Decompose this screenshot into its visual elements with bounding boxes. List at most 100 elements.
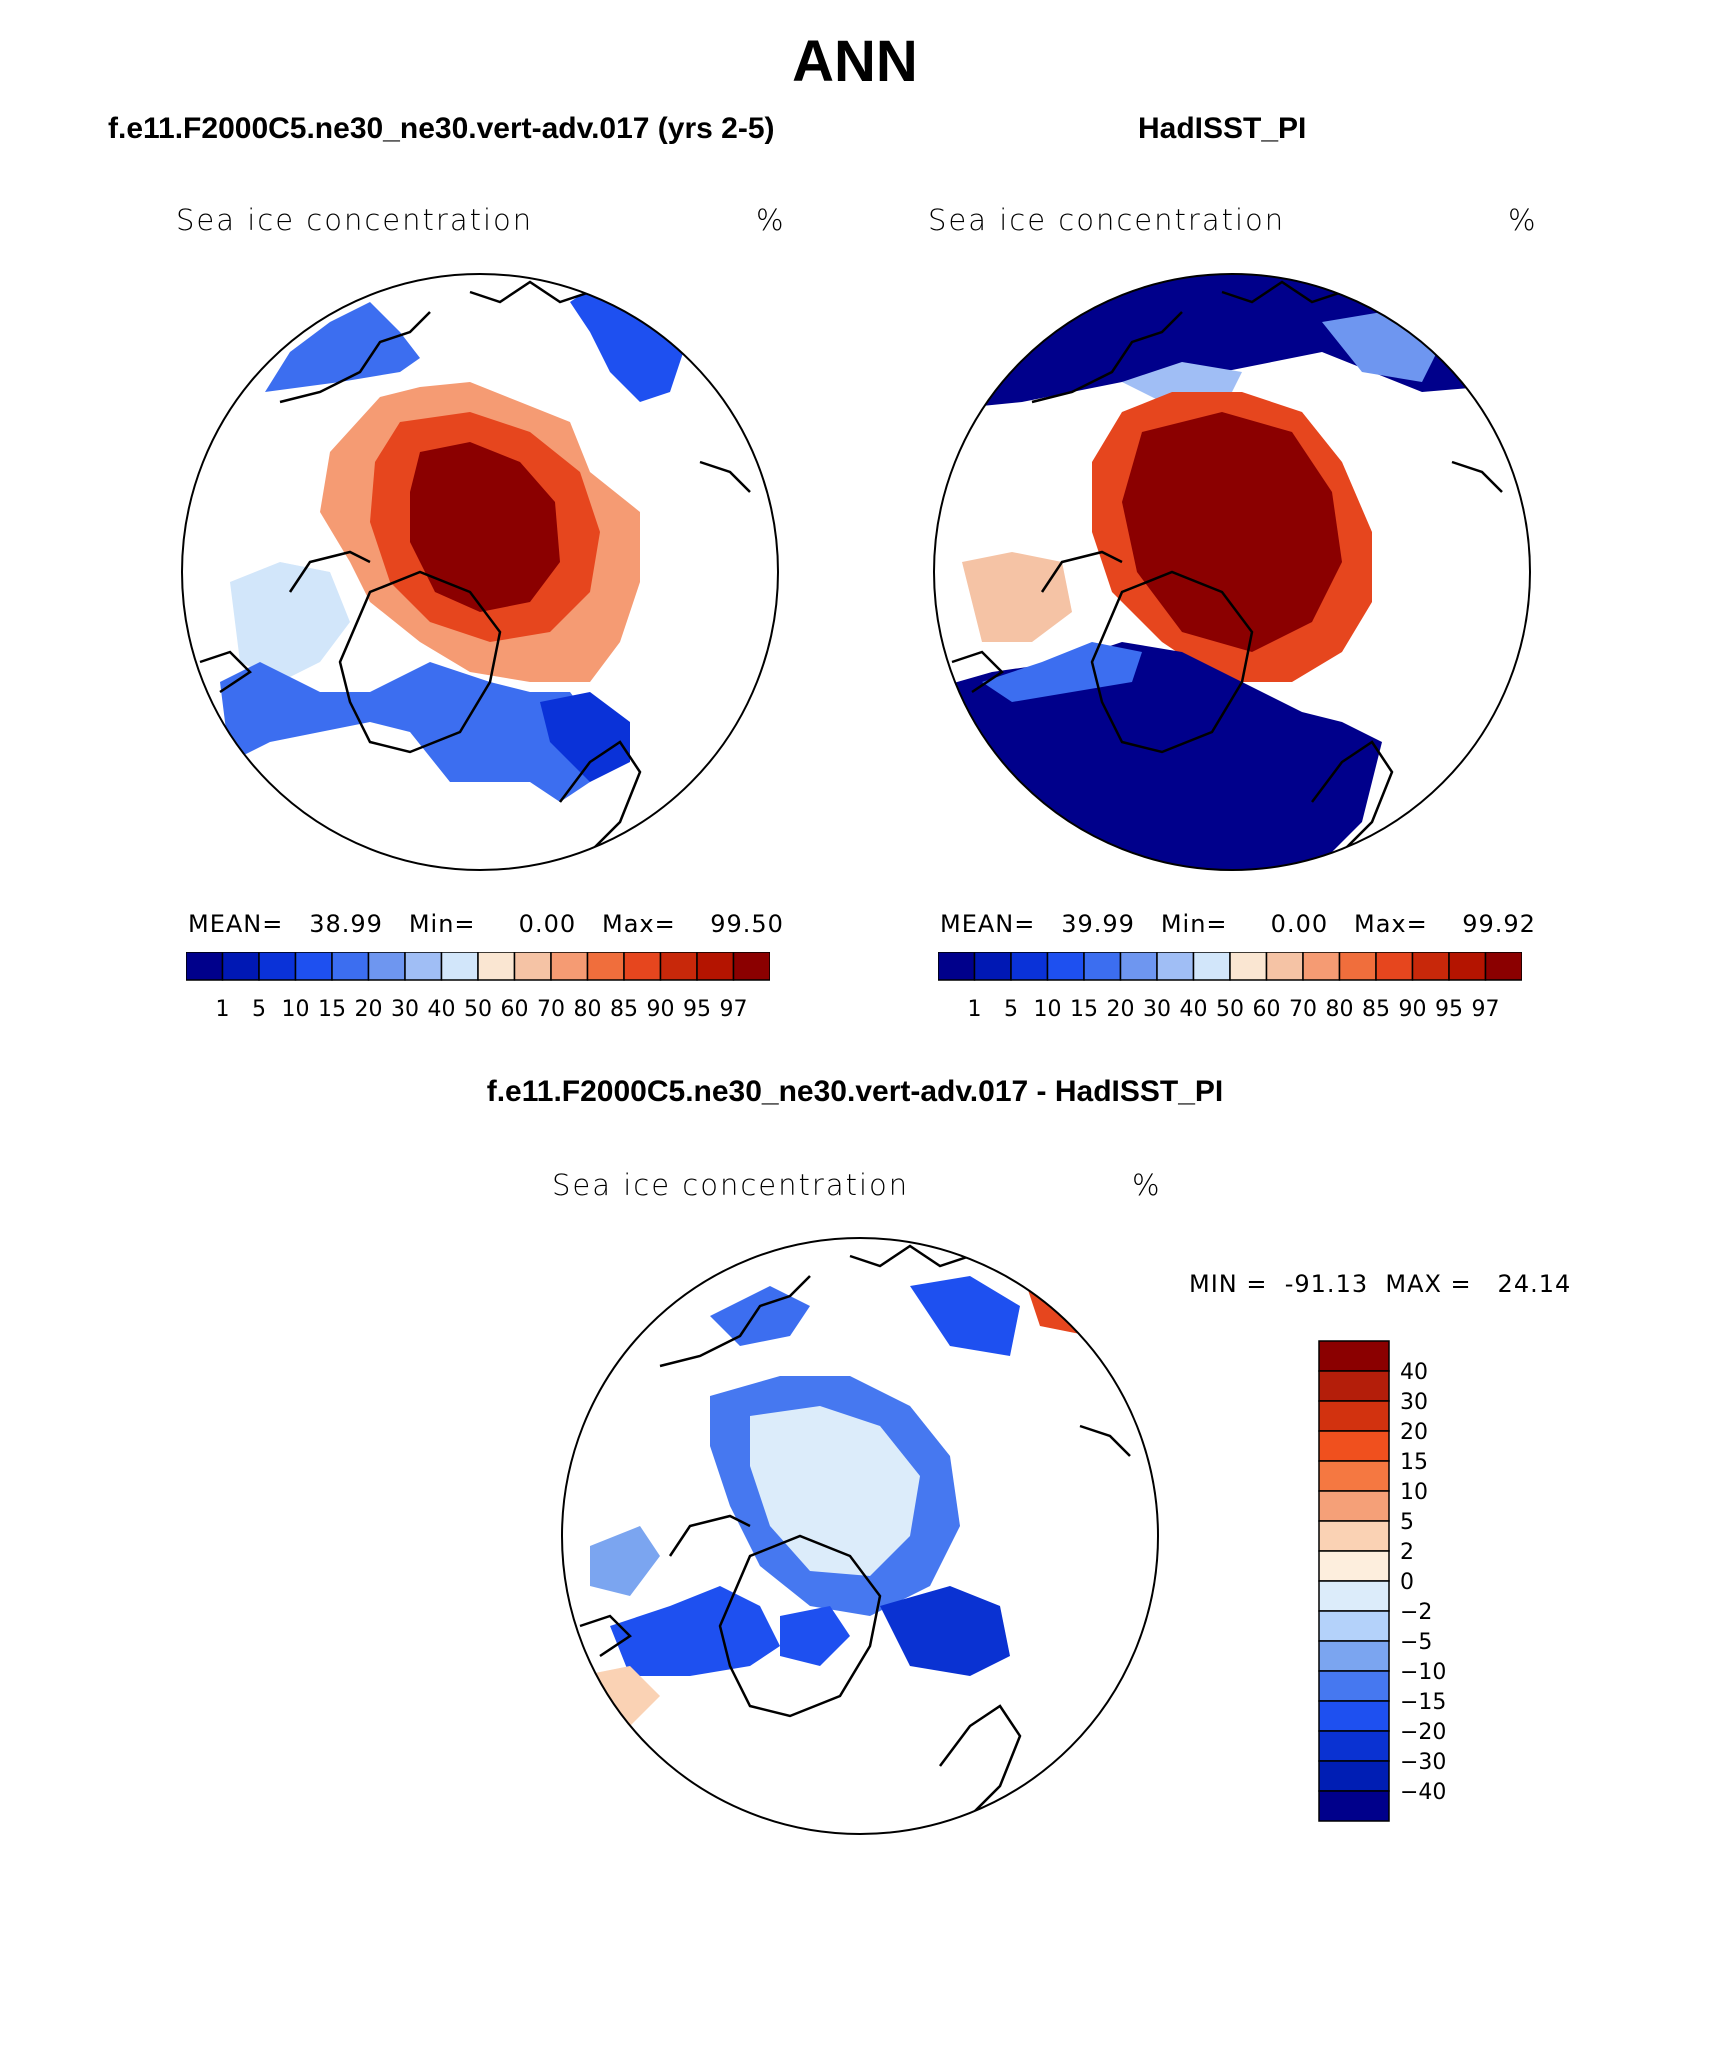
diff-colorbar-tick-label: 0	[1400, 1570, 1414, 1595]
panel2-colorbar-swatch	[1375, 952, 1414, 981]
diff-colorbar-tick-label: −30	[1400, 1750, 1446, 1775]
panel2-sea-ice-field	[934, 274, 1530, 870]
panel1-colorbar-swatch	[732, 952, 770, 981]
panel1-colorbar-swatch	[331, 952, 370, 981]
panel1-colorbar-tick-label: 15	[318, 997, 346, 1022]
panel2-colorbar-swatch	[1119, 952, 1158, 981]
panel1-colorbar-tick-label: 97	[720, 997, 748, 1022]
panel1-colorbar-swatch	[513, 952, 552, 981]
panel2-colorbar-swatch	[1046, 952, 1085, 981]
diff-colorbar-tick-label: −15	[1400, 1690, 1446, 1715]
diff-colorbar-swatch	[1318, 1550, 1390, 1582]
diff-colorbar-tick-label: −20	[1400, 1720, 1446, 1745]
panel1-colorbar-swatch	[477, 952, 516, 981]
panel2-colorbar-tick-label: 70	[1289, 997, 1317, 1022]
panel2-colorbar-swatch	[1484, 952, 1522, 981]
diff-panel-title: f.e11.F2000C5.ne30_ne30.vert-adv.017 - H…	[486, 1075, 1224, 1108]
diff-colorbar-swatch	[1318, 1430, 1390, 1462]
panel1-colorbar-swatch	[623, 952, 662, 981]
diff-colorbar-tick-label: 40	[1400, 1360, 1428, 1385]
panel1-colorbar-swatch	[258, 952, 297, 981]
panel1-colorbar-tick-label: 90	[647, 997, 675, 1022]
panel2-title: HadISST_PI	[1138, 112, 1307, 145]
panel1-colorbar-tick-label: 50	[464, 997, 492, 1022]
panel2-colorbar-tick-label: 50	[1216, 997, 1244, 1022]
diff-colorbar-swatch	[1318, 1730, 1390, 1762]
panel2-colorbar-tick-label: 10	[1034, 997, 1062, 1022]
diff-colorbar-swatch	[1318, 1460, 1390, 1492]
panel2-colorbar-swatch	[938, 952, 976, 981]
panel1-colorbar-tick-label: 95	[683, 997, 711, 1022]
panel2-colorbar-swatch	[1229, 952, 1268, 981]
diff-colorbar-tick-label: 15	[1400, 1450, 1428, 1475]
panel2-colorbar-tick-label: 97	[1472, 997, 1500, 1022]
panel2-colorbar-tick-label: 90	[1399, 997, 1427, 1022]
panel1-colorbar: 1 5 10 15 20 30 40 50 60 70 80 85 90 95 97	[186, 952, 770, 1022]
panel2-colorbar-swatch	[1448, 952, 1487, 981]
diff-map	[561, 1237, 1159, 1835]
diff-colorbar-tick-label: 2	[1400, 1540, 1414, 1565]
diff-colorbar-swatch	[1318, 1700, 1390, 1732]
diff-colorbar-swatch	[1318, 1370, 1390, 1402]
panel2-colorbar-tick-label: 15	[1070, 997, 1098, 1022]
diff-colorbar-swatch	[1318, 1400, 1390, 1432]
diff-sea-ice-field	[580, 1256, 1110, 1736]
panel2-colorbar-swatch	[1265, 952, 1304, 981]
diff-map-boundary	[561, 1237, 1159, 1835]
panel1-colorbar-tick-label: 20	[355, 997, 383, 1022]
diff-colorbar-swatch	[1318, 1670, 1390, 1702]
panel2-colorbar-swatch	[1010, 952, 1049, 981]
panel2-variable-label: Sea ice concentration	[928, 203, 1286, 237]
panel1-title: f.e11.F2000C5.ne30_ne30.vert-adv.017 (yr…	[108, 112, 775, 145]
diff-variable-label: Sea ice concentration	[552, 1168, 910, 1202]
diff-colorbar-swatch	[1318, 1340, 1390, 1372]
panel2-colorbar-swatch	[1338, 952, 1377, 981]
diff-colorbar-swatch	[1318, 1760, 1390, 1792]
panel1-map	[181, 273, 779, 871]
diff-colorbar-swatch	[1318, 1610, 1390, 1642]
panel2-colorbar-swatch	[1192, 952, 1231, 981]
panel1-colorbar-tick-label: 70	[537, 997, 565, 1022]
panel1-colorbar-swatch	[186, 952, 224, 981]
panel2-units-label: %	[1508, 203, 1538, 237]
panel2-colorbar-tick-label: 60	[1253, 997, 1281, 1022]
panel2-map-boundary	[933, 273, 1531, 871]
panel1-colorbar-swatch	[586, 952, 625, 981]
diff-colorbar-tick-label: 20	[1400, 1420, 1428, 1445]
diff-colorbar-swatch	[1318, 1490, 1390, 1522]
panel1-colorbar-swatch	[550, 952, 589, 981]
panel2-colorbar: 1 5 10 15 20 30 40 50 60 70 80 85 90 95 97	[938, 952, 1522, 1022]
panel1-colorbar-tick-label: 10	[282, 997, 310, 1022]
panel1-colorbar-tick-label: 60	[501, 997, 529, 1022]
panel2-colorbar-swatch	[1083, 952, 1122, 981]
panel2-colorbar-swatch	[973, 952, 1012, 981]
diff-colorbar-tick-label: −2	[1400, 1600, 1432, 1625]
diff-colorbar-swatch	[1318, 1790, 1390, 1822]
panel1-stats: MEAN= 38.99 Min= 0.00 Max= 99.50	[188, 910, 784, 938]
panel2-stats: MEAN= 39.99 Min= 0.00 Max= 99.92	[940, 910, 1536, 938]
panel2-colorbar-tick-label: 30	[1143, 997, 1171, 1022]
diff-stats: MIN = -91.13 MAX = 24.14	[1189, 1270, 1572, 1298]
diff-colorbar-tick-label: −40	[1400, 1780, 1446, 1805]
panel1-colorbar-swatch	[404, 952, 443, 981]
panel1-colorbar-tick-label: 1	[216, 997, 230, 1022]
panel1-colorbar-tick-label: 40	[428, 997, 456, 1022]
diff-colorbar-swatch	[1318, 1580, 1390, 1612]
panel1-colorbar-tick-label: 80	[574, 997, 602, 1022]
diff-colorbar-tick-label: 5	[1400, 1510, 1414, 1535]
panel1-colorbar-tick-label: 85	[610, 997, 638, 1022]
panel2-colorbar-tick-label: 80	[1326, 997, 1354, 1022]
panel1-colorbar-swatch	[696, 952, 735, 981]
diff-colorbar-tick-label: 10	[1400, 1480, 1428, 1505]
diff-colorbar-swatch	[1318, 1640, 1390, 1672]
diff-colorbar-tick-label: −10	[1400, 1660, 1446, 1685]
panel1-colorbar-swatch	[440, 952, 479, 981]
panel2-colorbar-tick-label: 40	[1180, 997, 1208, 1022]
panel1-colorbar-swatch	[294, 952, 333, 981]
diff-colorbar-tick-label: 30	[1400, 1390, 1428, 1415]
panel2-colorbar-tick-label: 1	[968, 997, 982, 1022]
panel1-coastlines	[199, 274, 751, 864]
panel2-colorbar-tick-label: 95	[1435, 997, 1463, 1022]
panel1-colorbar-swatch	[659, 952, 698, 981]
